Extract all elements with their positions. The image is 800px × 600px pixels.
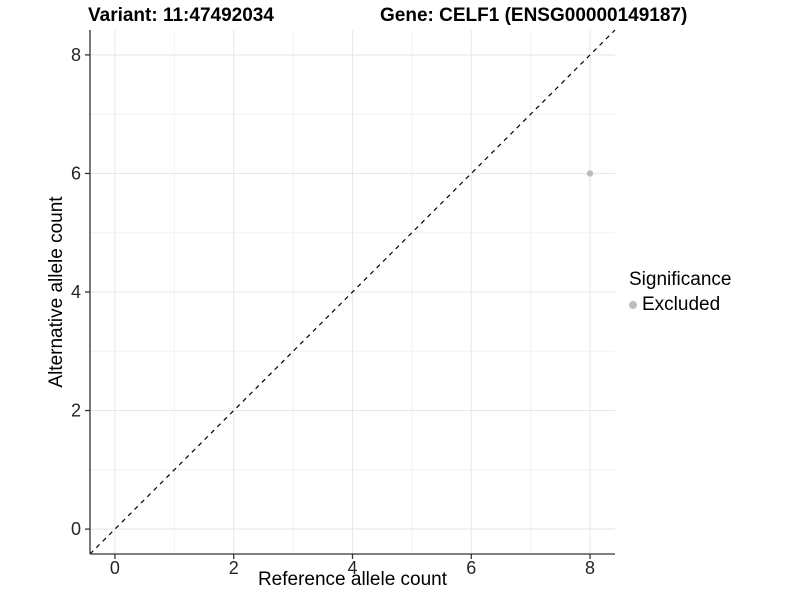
y-tick-label: 6	[71, 163, 81, 183]
gene-title: Gene: CELF1 (ENSG00000149187)	[380, 5, 688, 26]
legend-item-excluded: Excluded	[629, 294, 731, 316]
y-tick-label: 8	[71, 45, 81, 65]
x-tick-label: 0	[110, 558, 120, 578]
x-tick-label: 4	[347, 558, 357, 578]
variant-title: Variant: 11:47492034	[88, 5, 274, 26]
legend-title: Significance	[629, 269, 732, 290]
legend-excluded-dot-icon	[629, 301, 637, 309]
y-tick-label: 2	[71, 401, 81, 421]
legend: Significance Excluded	[629, 269, 731, 316]
data-point	[586, 170, 594, 177]
x-tick-label: 6	[466, 558, 476, 578]
x-tick-label: 8	[585, 558, 595, 578]
y-axis-title: Alternative allele count	[46, 196, 67, 388]
legend-item-label: Excluded	[642, 294, 721, 315]
x-axis-title: Reference allele count	[257, 569, 448, 590]
identity-dashed-line	[89, 29, 616, 555]
y-tick-label: 4	[71, 282, 81, 302]
y-tick-label: 0	[71, 519, 81, 539]
x-tick-label: 2	[229, 558, 239, 578]
